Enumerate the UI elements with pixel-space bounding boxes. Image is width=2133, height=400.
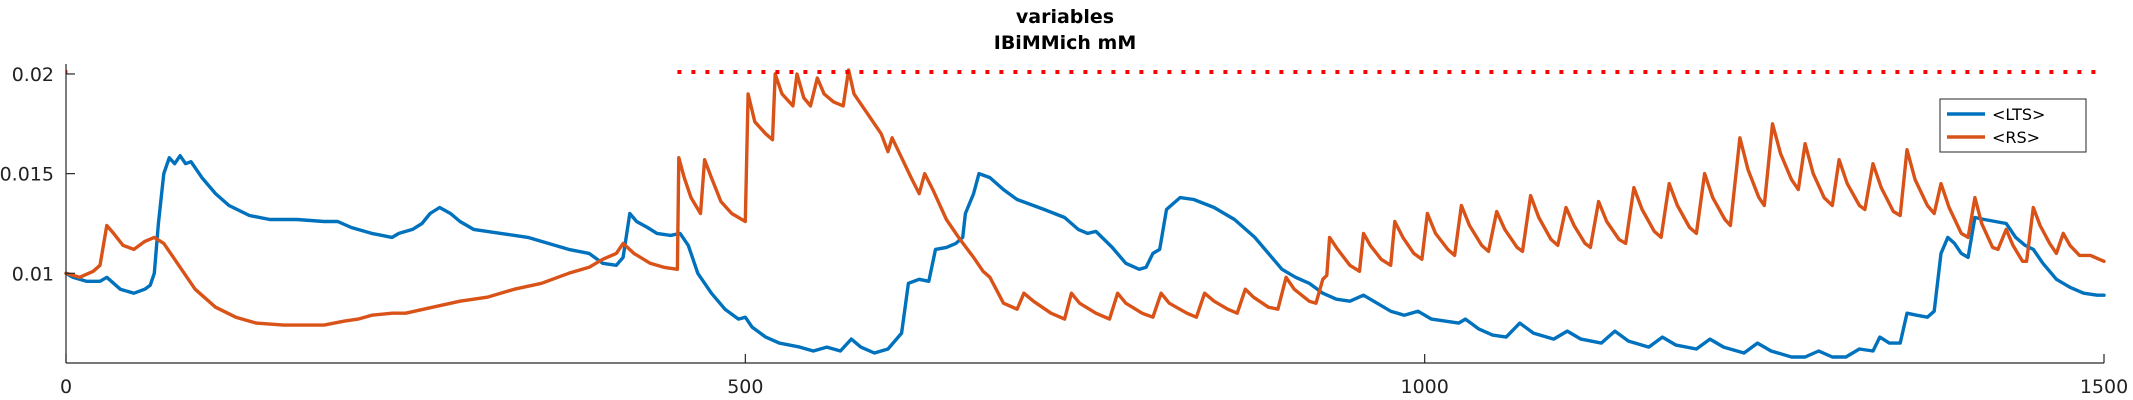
legend-label: <RS>	[1992, 128, 2040, 147]
x-tick-label: 1000	[1400, 376, 1448, 398]
legend[interactable]: <LTS> <RS>	[1939, 98, 2087, 153]
x-ticks: 0 500 1000 1500	[60, 354, 2128, 398]
series-layer	[64, 68, 2106, 359]
y-tick-label: 0.02	[12, 64, 54, 86]
x-tick-label: 0	[60, 376, 72, 398]
y-ticks: 0.01 0.015 0.02	[0, 64, 75, 285]
chart-subtitle: IBiMMich mM	[994, 32, 1137, 54]
axes: 0 500 1000 1500 0.01 0.015 0.02	[0, 64, 2128, 398]
x-tick-label: 1500	[2080, 376, 2128, 398]
chart-title: variables	[1016, 6, 1114, 28]
y-tick-label: 0.015	[0, 164, 54, 186]
series-line-lts	[64, 154, 2106, 359]
y-tick-label: 0.01	[12, 263, 54, 285]
x-tick-label: 500	[727, 376, 763, 398]
legend-label: <LTS>	[1992, 105, 2045, 124]
legend-box	[1939, 98, 2087, 153]
series-line-rs	[64, 68, 2106, 327]
